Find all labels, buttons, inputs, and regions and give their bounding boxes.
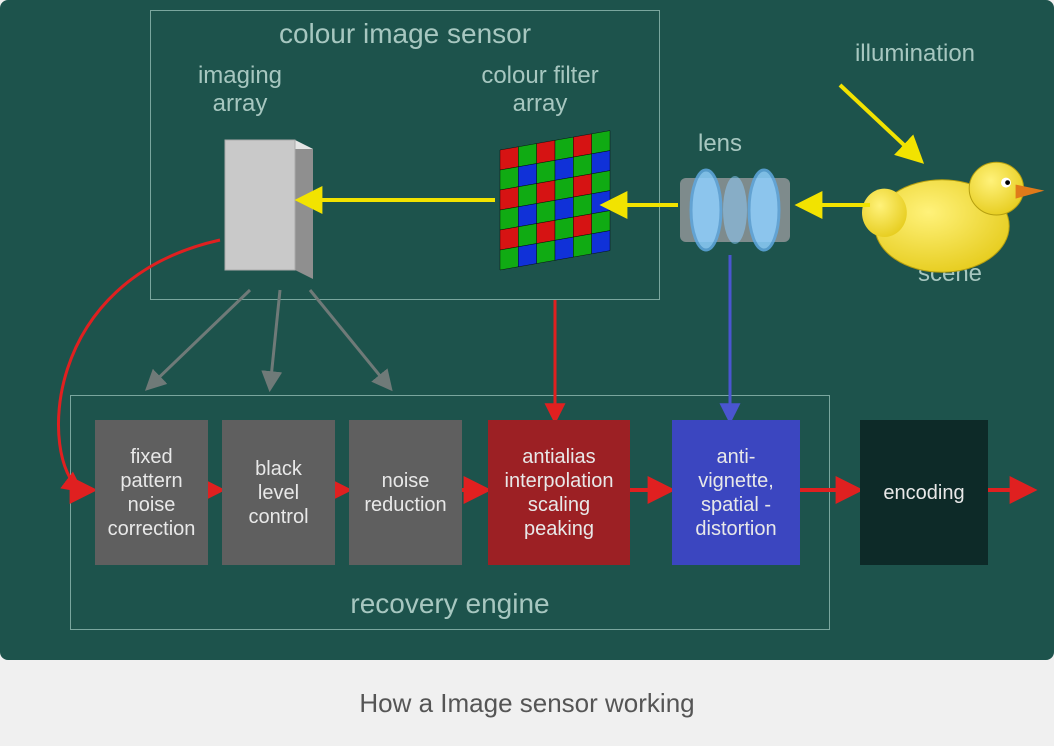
block-aa: antialiasinterpolationscalingpeaking [488, 420, 630, 565]
down-arrow-0 [148, 290, 250, 388]
panel-sensor [150, 10, 660, 300]
caption-bar: How a Image sensor working [0, 660, 1054, 746]
label-scene: scene [880, 260, 1020, 288]
light-arrow-0 [840, 85, 920, 160]
label-lens: lens [660, 130, 780, 158]
caption-text: How a Image sensor working [359, 688, 694, 719]
block-fpn: fixedpatternnoisecorrection [95, 420, 208, 565]
block-nr: noisereduction [349, 420, 462, 565]
label-illum: illumination [800, 40, 1030, 68]
title-recovery: recovery engine [70, 588, 830, 620]
down-arrow-1 [270, 290, 280, 388]
label-imaging: imagingarray [170, 62, 310, 117]
block-blc: blacklevelcontrol [222, 420, 335, 565]
diagram-stage: colour image sensor recovery engine imagin… [0, 0, 1054, 660]
title-sensor: colour image sensor [150, 18, 660, 50]
scene-duck-graphic [862, 162, 1044, 272]
label-cfa: colour filterarray [440, 62, 640, 117]
block-av: anti-vignette,spatial -distortion [672, 420, 800, 565]
block-enc: encoding [860, 420, 988, 565]
down-arrow-2 [310, 290, 390, 388]
lens-graphic [680, 170, 790, 250]
